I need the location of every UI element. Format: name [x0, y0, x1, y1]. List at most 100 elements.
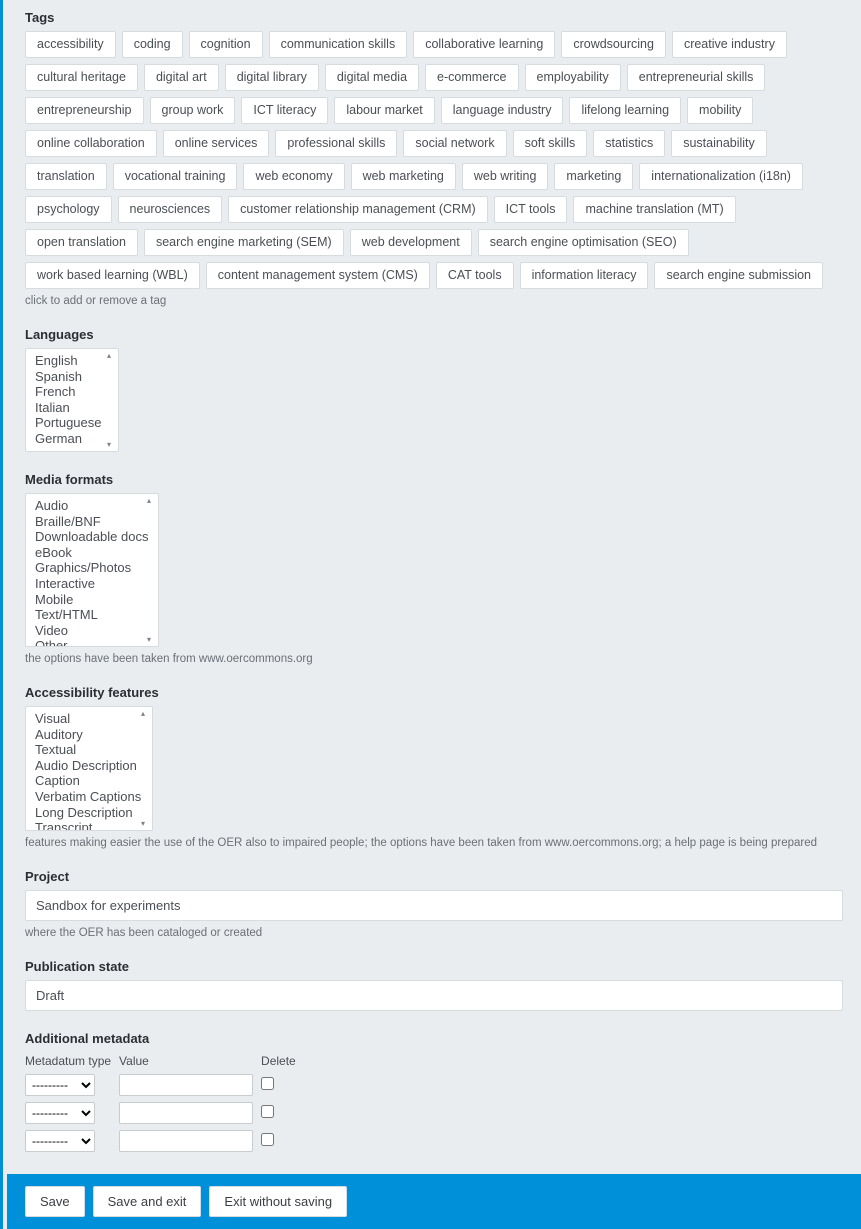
tag-item[interactable]: group work [150, 97, 236, 124]
tag-item[interactable]: search engine marketing (SEM) [144, 229, 344, 256]
list-option[interactable]: French [35, 384, 96, 400]
tag-item[interactable]: digital art [144, 64, 219, 91]
tag-item[interactable]: online services [163, 130, 270, 157]
accessibility-listbox[interactable]: VisualAuditoryTextualAudio DescriptionCa… [26, 707, 154, 830]
tag-item[interactable]: cognition [189, 31, 263, 58]
tag-item[interactable]: marketing [554, 163, 633, 190]
tag-item[interactable]: open translation [25, 229, 138, 256]
tag-item[interactable]: work based learning (WBL) [25, 262, 200, 289]
list-option[interactable]: Braille/BNF [35, 514, 136, 530]
metadata-value-input[interactable] [119, 1074, 253, 1096]
metadata-table: Metadatum type Value Delete ------------… [25, 1052, 304, 1156]
tag-item[interactable]: search engine optimisation (SEO) [478, 229, 689, 256]
section-accessibility: Accessibility features ▴ VisualAuditoryT… [7, 675, 861, 859]
metadata-type-select[interactable]: --------- [25, 1130, 95, 1152]
tags-help: click to add or remove a tag [25, 295, 843, 307]
tag-item[interactable]: psychology [25, 196, 112, 223]
list-option[interactable]: Downloadable docs [35, 529, 136, 545]
list-option[interactable]: Visual [35, 711, 130, 727]
tag-item[interactable]: machine translation (MT) [573, 196, 735, 223]
list-option[interactable]: Audio Description [35, 758, 130, 774]
tag-item[interactable]: vocational training [113, 163, 238, 190]
metadata-row: --------- [25, 1100, 304, 1128]
tag-item[interactable]: crowdsourcing [561, 31, 666, 58]
tag-item[interactable]: employability [525, 64, 621, 91]
languages-listbox[interactable]: EnglishSpanishFrenchItalianPortugueseGer… [26, 349, 120, 451]
tag-item[interactable]: labour market [334, 97, 434, 124]
metadata-type-select[interactable]: --------- [25, 1102, 95, 1124]
list-option[interactable]: Interactive [35, 576, 136, 592]
tag-item[interactable]: customer relationship management (CRM) [228, 196, 488, 223]
tag-item[interactable]: entrepreneurial skills [627, 64, 766, 91]
tag-item[interactable]: accessibility [25, 31, 116, 58]
tag-item[interactable]: CAT tools [436, 262, 514, 289]
tag-item[interactable]: ICT literacy [241, 97, 328, 124]
tag-item[interactable]: cultural heritage [25, 64, 138, 91]
list-option[interactable]: English [35, 353, 96, 369]
list-option[interactable]: Textual [35, 742, 130, 758]
tag-item[interactable]: neurosciences [118, 196, 223, 223]
metadata-value-input[interactable] [119, 1130, 253, 1152]
list-option[interactable]: Other [35, 638, 136, 646]
list-option[interactable]: Mobile [35, 592, 136, 608]
media-formats-listbox[interactable]: AudioBraille/BNFDownloadable docseBookGr… [26, 494, 160, 646]
metadata-value-input[interactable] [119, 1102, 253, 1124]
metadata-delete-checkbox[interactable] [261, 1133, 274, 1146]
list-option[interactable]: Verbatim Captions [35, 789, 130, 805]
list-option[interactable]: eBook [35, 545, 136, 561]
section-additional-metadata: Additional metadata Metadatum type Value… [7, 1021, 861, 1174]
list-option[interactable]: German [35, 431, 96, 447]
tag-item[interactable]: soft skills [513, 130, 588, 157]
exit-without-saving-button[interactable]: Exit without saving [209, 1186, 347, 1217]
tag-item[interactable]: internationalization (i18n) [639, 163, 803, 190]
list-option[interactable]: Long Description [35, 805, 130, 821]
metadata-delete-checkbox[interactable] [261, 1105, 274, 1118]
tag-item[interactable]: statistics [593, 130, 665, 157]
tag-item[interactable]: sustainability [671, 130, 767, 157]
tag-item[interactable]: web marketing [351, 163, 456, 190]
tag-item[interactable]: web writing [462, 163, 549, 190]
metadata-type-select[interactable]: --------- [25, 1074, 95, 1096]
tag-item[interactable]: digital library [225, 64, 319, 91]
tag-item[interactable]: communication skills [269, 31, 408, 58]
save-button[interactable]: Save [25, 1186, 85, 1217]
list-option[interactable]: Caption [35, 773, 130, 789]
section-languages: Languages ▴ EnglishSpanishFrenchItalianP… [7, 317, 861, 462]
tag-item[interactable]: ICT tools [494, 196, 568, 223]
tag-item[interactable]: creative industry [672, 31, 787, 58]
media-formats-listbox-wrap: ▴ AudioBraille/BNFDownloadable docseBook… [25, 493, 159, 647]
tag-item[interactable]: language industry [441, 97, 564, 124]
list-option[interactable]: Transcript [35, 820, 130, 830]
tag-item[interactable]: coding [122, 31, 183, 58]
tag-item[interactable]: web development [350, 229, 472, 256]
metadata-delete-checkbox[interactable] [261, 1077, 274, 1090]
project-title: Project [25, 869, 843, 884]
save-and-exit-button[interactable]: Save and exit [93, 1186, 202, 1217]
languages-title: Languages [25, 327, 843, 342]
list-option[interactable]: Video [35, 623, 136, 639]
list-option[interactable]: Spanish [35, 369, 96, 385]
list-option[interactable]: Text/HTML [35, 607, 136, 623]
tag-item[interactable]: e-commerce [425, 64, 518, 91]
tag-item[interactable]: professional skills [275, 130, 397, 157]
section-publication-state: Publication state [7, 949, 861, 1021]
tag-item[interactable]: lifelong learning [569, 97, 681, 124]
list-option[interactable]: Portuguese [35, 415, 96, 431]
list-option[interactable]: Italian [35, 400, 96, 416]
list-option[interactable]: Auditory [35, 727, 130, 743]
tag-item[interactable]: mobility [687, 97, 753, 124]
tag-item[interactable]: translation [25, 163, 107, 190]
tag-item[interactable]: information literacy [520, 262, 649, 289]
tag-item[interactable]: search engine submission [654, 262, 823, 289]
tag-item[interactable]: collaborative learning [413, 31, 555, 58]
list-option[interactable]: Audio [35, 498, 136, 514]
tag-item[interactable]: social network [403, 130, 506, 157]
tag-item[interactable]: web economy [243, 163, 344, 190]
publication-state-input[interactable] [25, 980, 843, 1011]
project-input[interactable] [25, 890, 843, 921]
tag-item[interactable]: entrepreneurship [25, 97, 144, 124]
tag-item[interactable]: digital media [325, 64, 419, 91]
tag-item[interactable]: online collaboration [25, 130, 157, 157]
tag-item[interactable]: content management system (CMS) [206, 262, 430, 289]
list-option[interactable]: Graphics/Photos [35, 560, 136, 576]
